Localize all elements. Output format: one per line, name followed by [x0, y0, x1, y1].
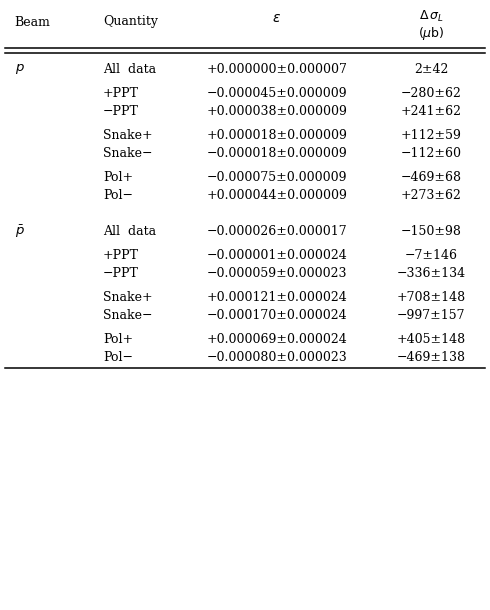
Text: −PPT: −PPT	[103, 105, 139, 118]
Text: −7±146: −7±146	[405, 249, 458, 262]
Text: +0.000018±0.000009: +0.000018±0.000009	[206, 129, 347, 142]
Text: Beam: Beam	[15, 15, 50, 29]
Text: −469±138: −469±138	[397, 351, 466, 364]
Text: +241±62: +241±62	[401, 105, 462, 118]
Text: +0.000069±0.000024: +0.000069±0.000024	[206, 332, 347, 346]
Text: +0.000000±0.000007: +0.000000±0.000007	[206, 63, 347, 76]
Text: +0.000044±0.000009: +0.000044±0.000009	[206, 188, 347, 202]
Text: +112±59: +112±59	[401, 129, 462, 142]
Text: −0.000170±0.000024: −0.000170±0.000024	[207, 309, 347, 321]
Text: Pol−: Pol−	[103, 188, 133, 202]
Text: Pol+: Pol+	[103, 171, 133, 184]
Text: −150±98: −150±98	[401, 224, 462, 238]
Text: −0.000026±0.000017: −0.000026±0.000017	[207, 224, 347, 238]
Text: All  data: All data	[103, 224, 156, 238]
Text: −0.000045±0.000009: −0.000045±0.000009	[207, 87, 347, 99]
Text: Pol−: Pol−	[103, 351, 133, 364]
Text: Pol+: Pol+	[103, 332, 133, 346]
Text: Snake+: Snake+	[103, 291, 152, 304]
Text: $(\mu\mathrm{b})$: $(\mu\mathrm{b})$	[418, 26, 444, 43]
Text: −0.000075±0.000009: −0.000075±0.000009	[207, 171, 347, 184]
Text: +0.000038±0.000009: +0.000038±0.000009	[206, 105, 347, 118]
Text: −997±157: −997±157	[397, 309, 466, 321]
Text: $\Delta\,\sigma_L$: $\Delta\,\sigma_L$	[419, 9, 443, 24]
Text: +708±148: +708±148	[396, 291, 466, 304]
Text: +PPT: +PPT	[103, 87, 139, 99]
Text: +PPT: +PPT	[103, 249, 139, 262]
Text: −336±134: −336±134	[396, 267, 466, 280]
Text: +405±148: +405±148	[396, 332, 466, 346]
Text: −0.000018±0.000009: −0.000018±0.000009	[206, 146, 347, 160]
Text: Quantity: Quantity	[103, 15, 158, 29]
Text: −0.000080±0.000023: −0.000080±0.000023	[206, 351, 347, 364]
Text: $\bar{p}$: $\bar{p}$	[15, 223, 24, 240]
Text: −280±62: −280±62	[401, 87, 462, 99]
Text: +0.000121±0.000024: +0.000121±0.000024	[206, 291, 347, 304]
Text: Snake−: Snake−	[103, 146, 152, 160]
Text: −112±60: −112±60	[401, 146, 462, 160]
Text: All  data: All data	[103, 63, 156, 76]
Text: −0.000001±0.000024: −0.000001±0.000024	[206, 249, 347, 262]
Text: $\epsilon$: $\epsilon$	[272, 11, 281, 25]
Text: $p$: $p$	[15, 62, 24, 76]
Text: Snake+: Snake+	[103, 129, 152, 142]
Text: −0.000059±0.000023: −0.000059±0.000023	[207, 267, 347, 280]
Text: +273±62: +273±62	[401, 188, 462, 202]
Text: −469±68: −469±68	[401, 171, 462, 184]
Text: 2±42: 2±42	[414, 63, 448, 76]
Text: Snake−: Snake−	[103, 309, 152, 321]
Text: −PPT: −PPT	[103, 267, 139, 280]
